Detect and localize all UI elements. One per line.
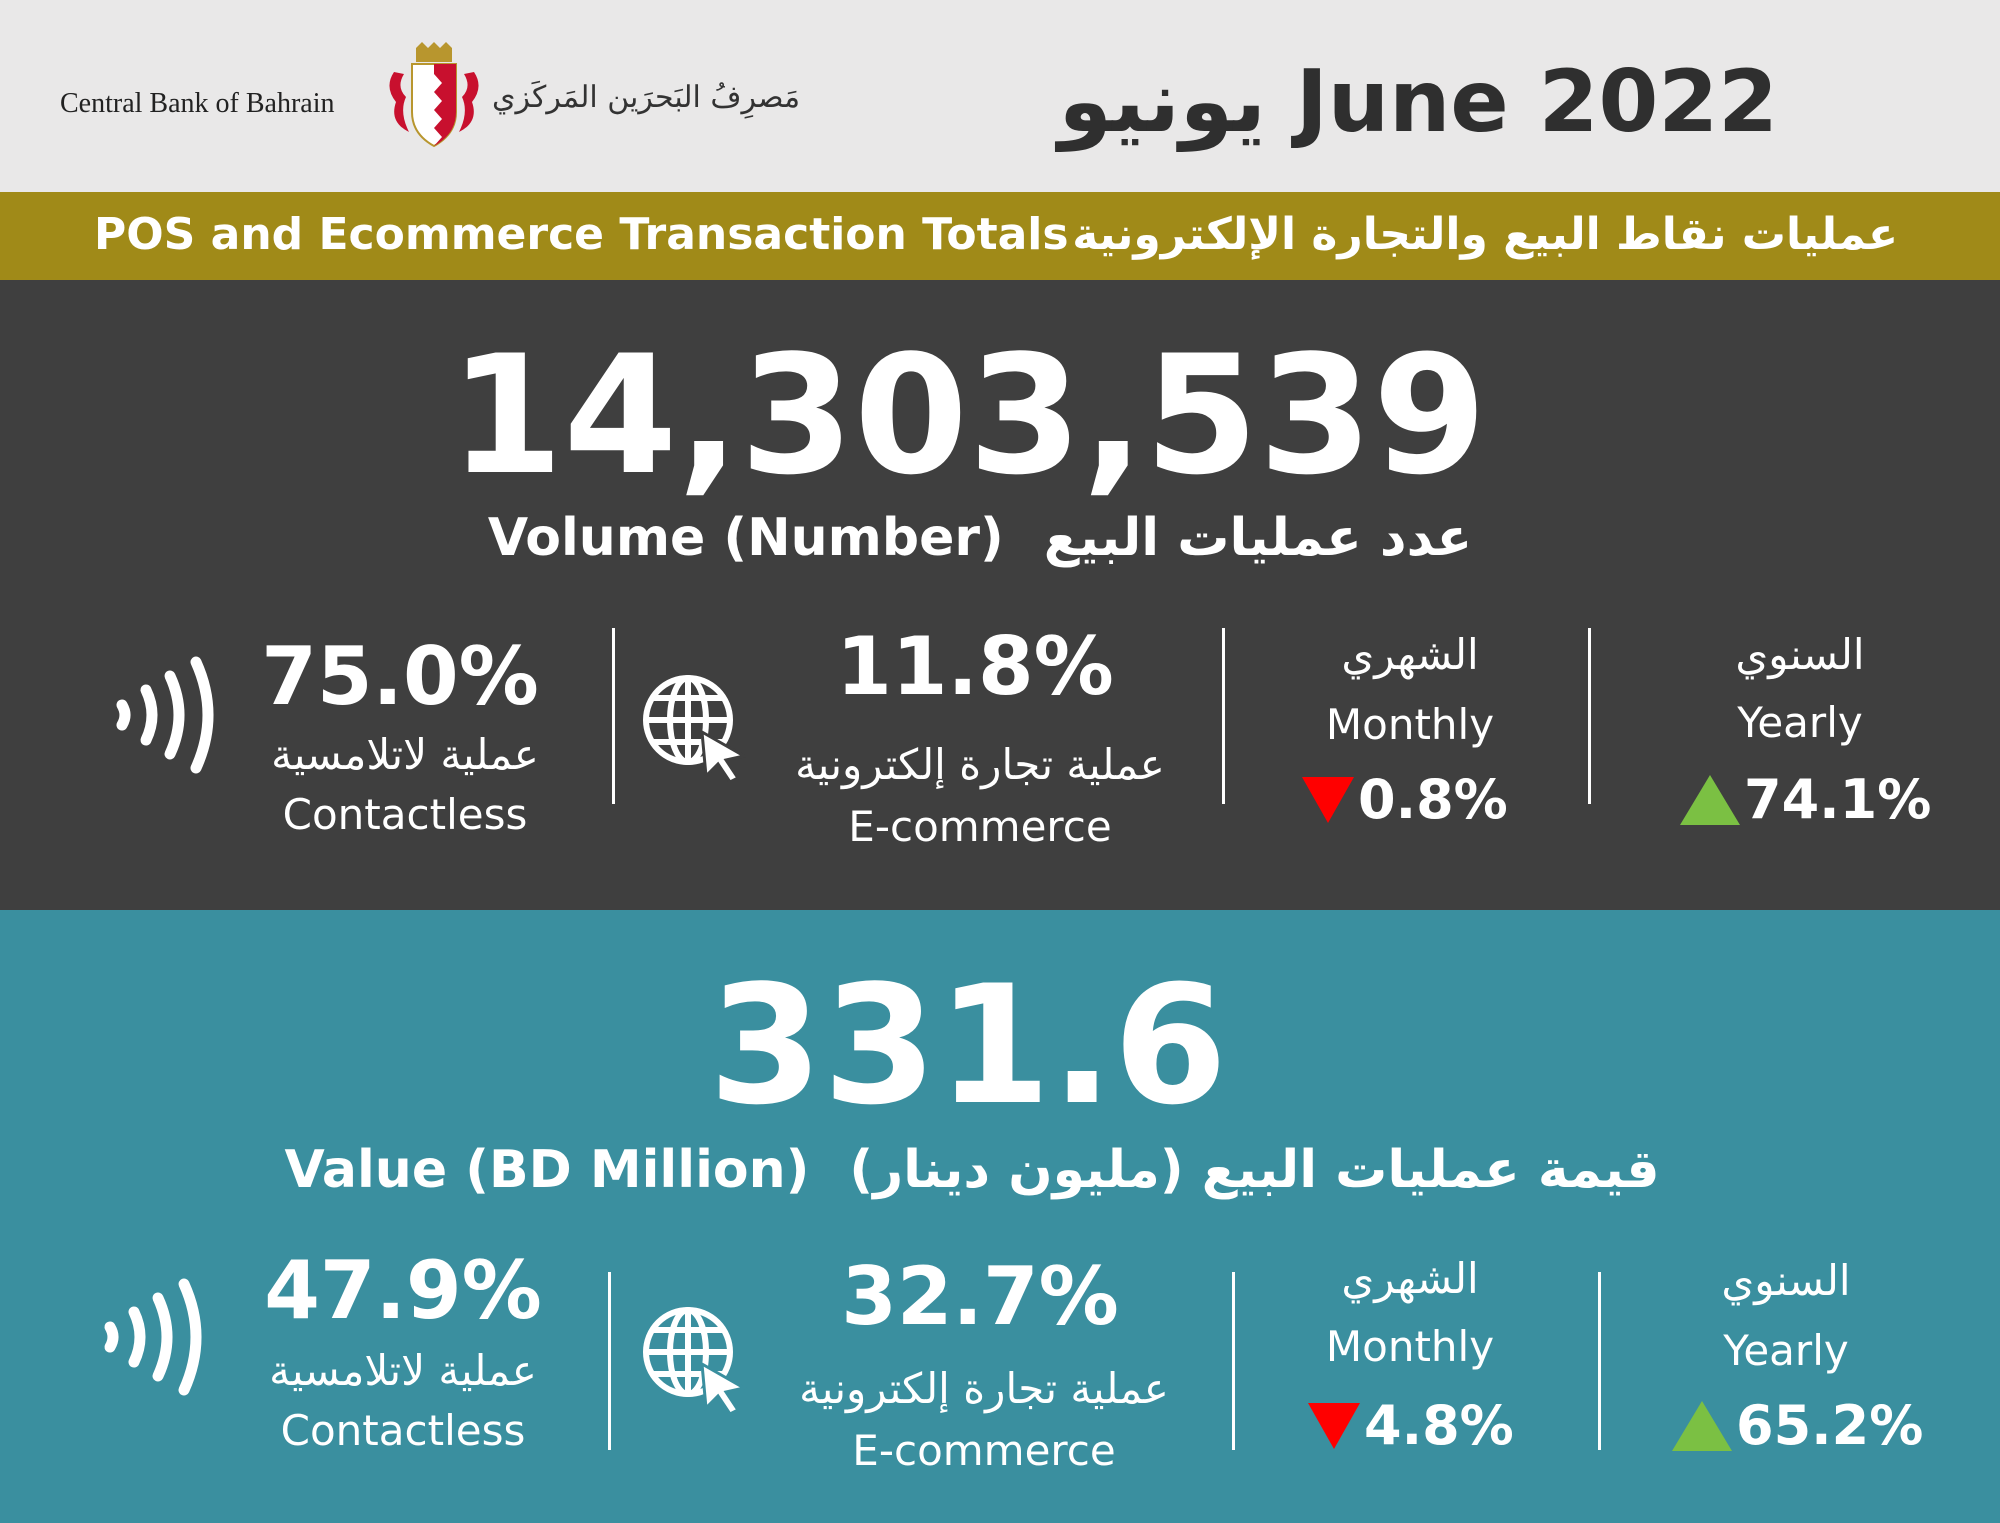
value-yearly-change: 65.2% bbox=[1672, 1394, 1923, 1457]
subtitle-ar: عمليات نقاط البيع والتجارة الإلكترونية bbox=[1072, 209, 1898, 260]
globe-cursor-icon bbox=[643, 1307, 749, 1414]
volume-contactless-label-en: Contactless bbox=[282, 790, 528, 839]
divider bbox=[1598, 1272, 1601, 1450]
up-arrow-icon bbox=[1672, 1400, 1732, 1451]
volume-label-ar: عدد عمليات البيع bbox=[1043, 508, 1473, 568]
volume-total: 14,303,539 bbox=[449, 320, 1487, 511]
value-label-ar: قيمة عمليات البيع (مليون دينار) bbox=[849, 1140, 1660, 1200]
value-yearly-label-en: Yearly bbox=[1723, 1326, 1849, 1375]
subtitle-en: POS and Ecommerce Transaction Totals bbox=[94, 209, 1069, 260]
bank-name-ar: مَصرِفُ البَحرَين المَركَزي bbox=[492, 80, 801, 115]
down-arrow-icon bbox=[1308, 1402, 1360, 1449]
value-contactless-pct: 47.9% bbox=[264, 1244, 542, 1337]
header: Central Bank of Bahrain مَصرِفُ البَحرَي… bbox=[0, 0, 2000, 192]
value-label: Value (BD Million) قيمة عمليات البيع (ملي… bbox=[0, 1140, 1972, 1200]
value-contactless-label-ar: عملية لاتلامسية bbox=[269, 1346, 537, 1395]
volume-monthly-change-value: 0.8% bbox=[1358, 768, 1508, 831]
volume-label: Volume (Number) عدد عمليات البيع bbox=[0, 508, 1980, 568]
divider bbox=[1222, 628, 1225, 804]
up-arrow-icon bbox=[1680, 774, 1740, 825]
value-monthly-change-value: 4.8% bbox=[1364, 1394, 1514, 1457]
volume-panel: 14,303,539 Volume (Number) عدد عمليات الب… bbox=[0, 280, 2000, 910]
value-label-en: Value (BD Million) bbox=[284, 1140, 810, 1200]
value-yearly-label-ar: السنوي bbox=[1721, 1256, 1851, 1305]
globe-cursor-icon bbox=[643, 675, 749, 782]
value-total: 331.6 bbox=[708, 950, 1228, 1141]
down-arrow-icon bbox=[1302, 776, 1354, 823]
bank-name-en: Central Bank of Bahrain bbox=[60, 88, 335, 119]
subtitle-bar: POS and Ecommerce Transaction Totals عمل… bbox=[0, 192, 2000, 280]
value-ecommerce-pct: 32.7% bbox=[841, 1250, 1119, 1343]
value-yearly-change-value: 65.2% bbox=[1736, 1394, 1924, 1457]
volume-label-en: Volume (Number) bbox=[487, 508, 1004, 568]
volume-yearly-label-en: Yearly bbox=[1737, 698, 1863, 747]
volume-contactless-pct: 75.0% bbox=[261, 630, 539, 723]
value-ecommerce-label-en: E-commerce bbox=[852, 1426, 1116, 1475]
value-monthly-change: 4.8% bbox=[1308, 1394, 1514, 1457]
divider bbox=[608, 1272, 611, 1450]
contactless-icon bbox=[116, 656, 214, 774]
value-panel: 331.6 Value (BD Million) قيمة عمليات البي… bbox=[0, 910, 2000, 1523]
contactless-icon bbox=[104, 1278, 202, 1396]
volume-monthly-change: 0.8% bbox=[1302, 768, 1508, 831]
value-monthly-label-en: Monthly bbox=[1325, 1322, 1495, 1371]
divider bbox=[612, 628, 615, 804]
page-title: يونيو June 2022 bbox=[1058, 52, 1778, 152]
value-contactless-label-en: Contactless bbox=[280, 1406, 526, 1455]
volume-ecommerce-label-en: E-commerce bbox=[848, 802, 1112, 851]
volume-monthly-label-ar: الشهري bbox=[1341, 630, 1479, 679]
bahrain-crest-icon bbox=[389, 42, 479, 148]
divider bbox=[1232, 1272, 1235, 1450]
volume-contactless-label-ar: عملية لاتلامسية bbox=[271, 730, 539, 779]
volume-monthly-label-en: Monthly bbox=[1325, 700, 1495, 749]
divider bbox=[1588, 628, 1591, 804]
volume-ecommerce-label-ar: عملية تجارة إلكترونية bbox=[795, 740, 1165, 789]
volume-yearly-label-ar: السنوي bbox=[1735, 630, 1865, 679]
volume-yearly-change-value: 74.1% bbox=[1744, 768, 1932, 831]
value-monthly-label-ar: الشهري bbox=[1341, 1254, 1479, 1303]
volume-ecommerce-pct: 11.8% bbox=[836, 620, 1114, 713]
volume-yearly-change: 74.1% bbox=[1680, 768, 1931, 831]
value-ecommerce-label-ar: عملية تجارة إلكترونية bbox=[799, 1364, 1169, 1413]
